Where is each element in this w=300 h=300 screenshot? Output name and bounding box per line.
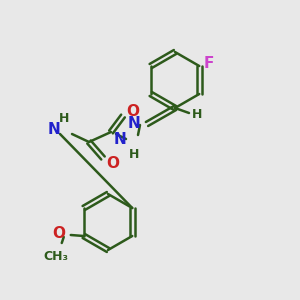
Text: O: O (126, 104, 139, 119)
Text: H: H (192, 107, 202, 121)
Text: H: H (129, 148, 139, 160)
Text: H: H (59, 112, 69, 125)
Text: N: N (114, 133, 126, 148)
Text: N: N (128, 116, 140, 130)
Text: O: O (52, 226, 65, 241)
Text: O: O (106, 157, 119, 172)
Text: F: F (203, 56, 214, 71)
Text: N: N (48, 122, 60, 137)
Text: CH₃: CH₃ (43, 250, 68, 262)
